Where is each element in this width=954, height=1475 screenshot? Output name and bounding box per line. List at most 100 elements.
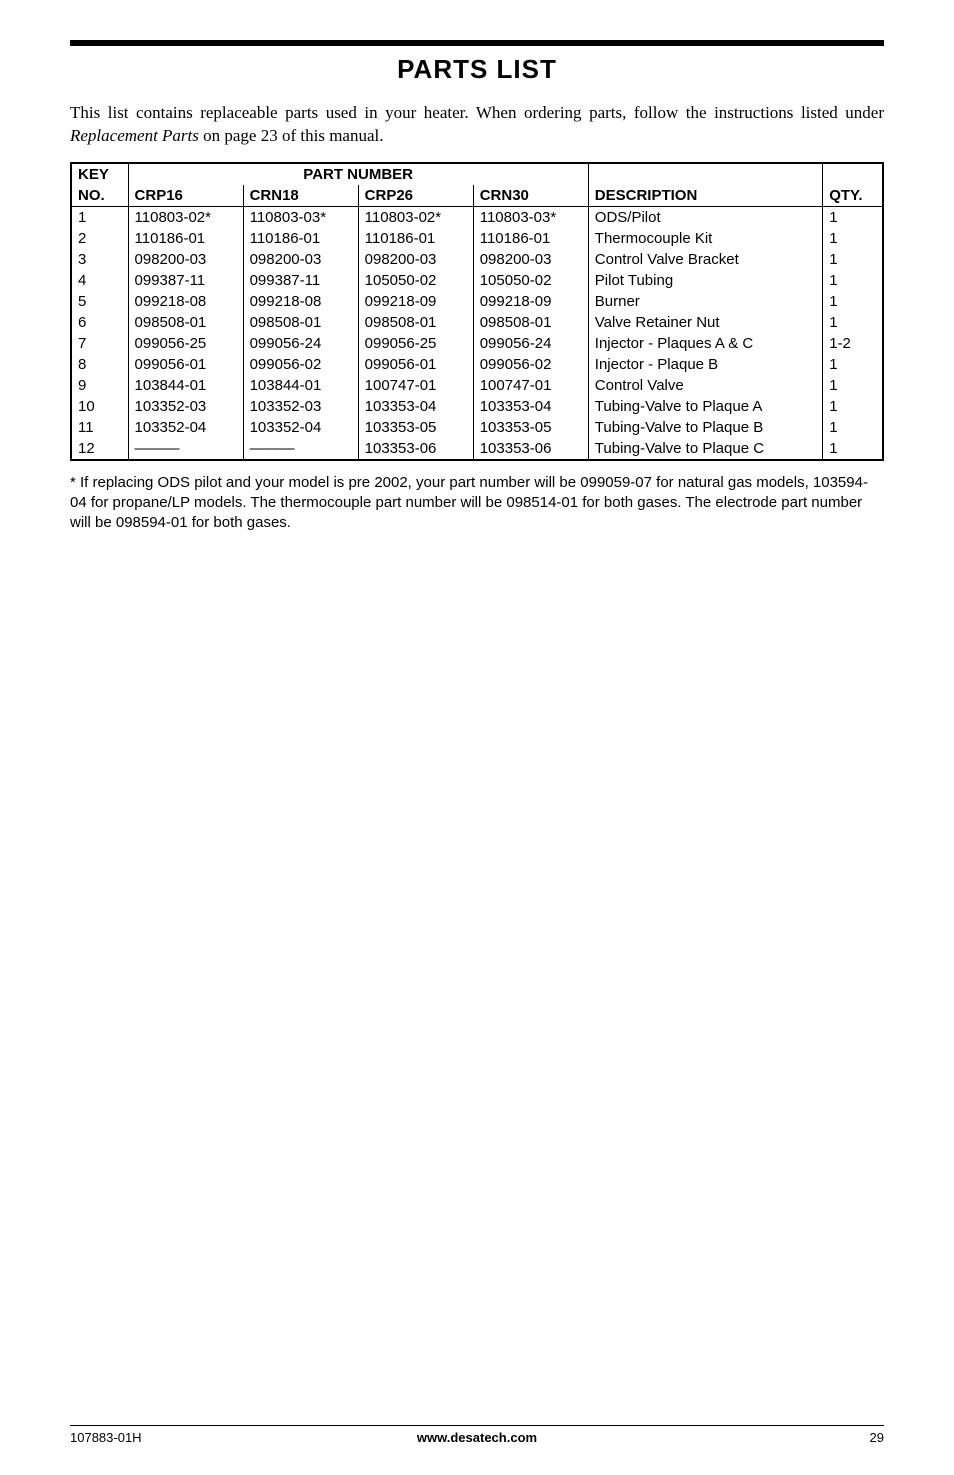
cell-key: 6	[71, 312, 128, 333]
cell-pn-1: 099056-02	[243, 354, 358, 375]
cell-pn-2: 099056-01	[358, 354, 473, 375]
cell-pn-3: 100747-01	[473, 375, 588, 396]
cell-desc: Injector - Plaque B	[588, 354, 822, 375]
cell-pn-0: 103844-01	[128, 375, 243, 396]
table-row: 8099056-01099056-02099056-01099056-02Inj…	[71, 354, 883, 375]
table-row: 1110803-02*110803-03*110803-02*110803-03…	[71, 206, 883, 228]
cell-desc: Control Valve	[588, 375, 822, 396]
cell-qty: 1	[823, 206, 883, 228]
cell-pn-1: 103844-01	[243, 375, 358, 396]
footer-url: www.desatech.com	[70, 1430, 884, 1445]
cell-pn-1: 098200-03	[243, 249, 358, 270]
cell-desc: Valve Retainer Nut	[588, 312, 822, 333]
header-blank-qty	[823, 163, 883, 185]
cell-pn-0: 110186-01	[128, 228, 243, 249]
cell-pn-3: 099056-02	[473, 354, 588, 375]
table-row: 7099056-25099056-24099056-25099056-24Inj…	[71, 333, 883, 354]
cell-qty: 1	[823, 270, 883, 291]
cell-pn-2: 110186-01	[358, 228, 473, 249]
header-description: DESCRIPTION	[588, 185, 822, 207]
cell-key: 10	[71, 396, 128, 417]
table-row: 12——————103353-06103353-06Tubing-Valve t…	[71, 438, 883, 460]
cell-key: 9	[71, 375, 128, 396]
cell-key: 5	[71, 291, 128, 312]
cell-desc: Injector - Plaques A & C	[588, 333, 822, 354]
cell-pn-0: 103352-03	[128, 396, 243, 417]
table-row: 11103352-04103352-04103353-05103353-05Tu…	[71, 417, 883, 438]
intro-italic: Replacement Parts	[70, 126, 199, 145]
cell-pn-2: 099056-25	[358, 333, 473, 354]
cell-pn-1: 110803-03*	[243, 206, 358, 228]
cell-pn-3: 099218-09	[473, 291, 588, 312]
cell-desc: Tubing-Valve to Plaque B	[588, 417, 822, 438]
cell-pn-2: 098508-01	[358, 312, 473, 333]
cell-pn-3: 098200-03	[473, 249, 588, 270]
header-qty: QTY.	[823, 185, 883, 207]
cell-pn-1: 099218-08	[243, 291, 358, 312]
cell-pn-3: 098508-01	[473, 312, 588, 333]
cell-pn-2: 105050-02	[358, 270, 473, 291]
cell-pn-0: 103352-04	[128, 417, 243, 438]
cell-qty: 1	[823, 228, 883, 249]
cell-key: 8	[71, 354, 128, 375]
cell-qty: 1	[823, 375, 883, 396]
cell-pn-1: 110186-01	[243, 228, 358, 249]
cell-pn-1: 099387-11	[243, 270, 358, 291]
cell-pn-0: ———	[128, 438, 243, 460]
intro-part-a: This list contains replaceable parts use…	[70, 103, 884, 122]
intro-text: This list contains replaceable parts use…	[70, 102, 884, 148]
cell-pn-2: 103353-04	[358, 396, 473, 417]
cell-qty: 1	[823, 396, 883, 417]
top-rule	[70, 40, 884, 46]
header-col-2: CRP26	[358, 185, 473, 207]
table-header: KEY PART NUMBER NO. CRP16 CRN18 CRP26 CR…	[71, 163, 883, 207]
cell-desc: Control Valve Bracket	[588, 249, 822, 270]
table-body: 1110803-02*110803-03*110803-02*110803-03…	[71, 206, 883, 460]
table-row: 4099387-11099387-11105050-02105050-02Pil…	[71, 270, 883, 291]
cell-pn-3: 103353-04	[473, 396, 588, 417]
table-row: 2110186-01110186-01110186-01110186-01The…	[71, 228, 883, 249]
cell-pn-3: 099056-24	[473, 333, 588, 354]
cell-pn-1: 099056-24	[243, 333, 358, 354]
cell-pn-3: 110186-01	[473, 228, 588, 249]
cell-desc: Tubing-Valve to Plaque C	[588, 438, 822, 460]
cell-pn-0: 099056-25	[128, 333, 243, 354]
cell-desc: Thermocouple Kit	[588, 228, 822, 249]
cell-pn-0: 110803-02*	[128, 206, 243, 228]
table-row: 3098200-03098200-03098200-03098200-03Con…	[71, 249, 883, 270]
footer-docnum: 107883-01H	[70, 1430, 142, 1445]
cell-pn-3: 105050-02	[473, 270, 588, 291]
cell-qty: 1	[823, 417, 883, 438]
cell-pn-2: 110803-02*	[358, 206, 473, 228]
cell-pn-0: 098200-03	[128, 249, 243, 270]
header-col-1: CRN18	[243, 185, 358, 207]
cell-pn-1: 103352-03	[243, 396, 358, 417]
cell-pn-0: 099218-08	[128, 291, 243, 312]
cell-key: 7	[71, 333, 128, 354]
cell-pn-2: 103353-05	[358, 417, 473, 438]
table-row: 5099218-08099218-08099218-09099218-09Bur…	[71, 291, 883, 312]
cell-desc: Tubing-Valve to Plaque A	[588, 396, 822, 417]
cell-pn-2: 100747-01	[358, 375, 473, 396]
cell-qty: 1-2	[823, 333, 883, 354]
cell-pn-2: 103353-06	[358, 438, 473, 460]
table-row: 10103352-03103352-03103353-04103353-04Tu…	[71, 396, 883, 417]
header-col-3: CRN30	[473, 185, 588, 207]
cell-pn-2: 099218-09	[358, 291, 473, 312]
cell-pn-1: ———	[243, 438, 358, 460]
cell-key: 11	[71, 417, 128, 438]
cell-desc: Pilot Tubing	[588, 270, 822, 291]
header-blank-desc	[588, 163, 822, 185]
footer-pageno: 29	[870, 1430, 884, 1445]
cell-desc: ODS/Pilot	[588, 206, 822, 228]
table-row: 6098508-01098508-01098508-01098508-01Val…	[71, 312, 883, 333]
cell-key: 2	[71, 228, 128, 249]
header-col-0: CRP16	[128, 185, 243, 207]
cell-key: 4	[71, 270, 128, 291]
cell-pn-0: 099056-01	[128, 354, 243, 375]
cell-key: 1	[71, 206, 128, 228]
cell-key: 12	[71, 438, 128, 460]
footnote-text: * If replacing ODS pilot and your model …	[70, 473, 884, 534]
header-no: NO.	[71, 185, 128, 207]
header-row-1: KEY PART NUMBER	[71, 163, 883, 185]
